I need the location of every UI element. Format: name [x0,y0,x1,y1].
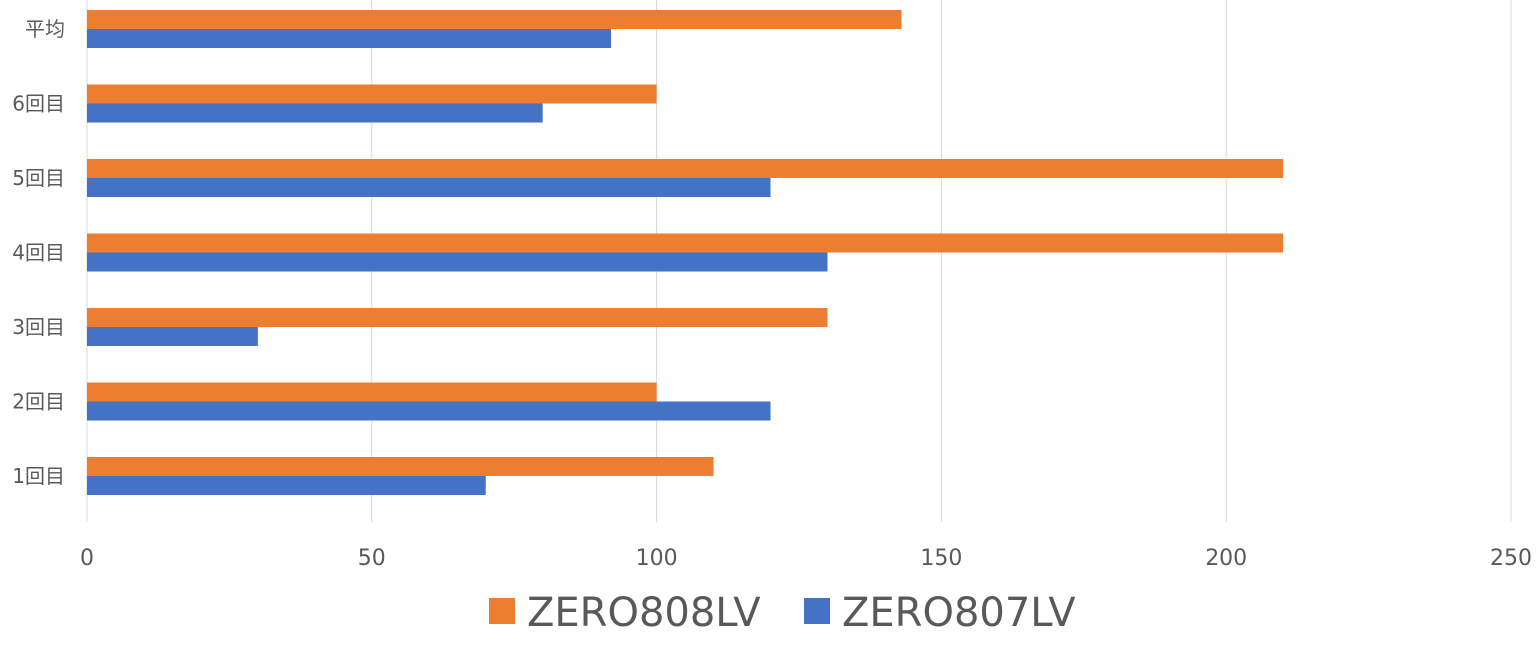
x-tick-label: 0 [80,546,94,571]
x-tick-label: 100 [636,546,678,571]
bar-ZERO808LV-1回目 [87,457,714,476]
bar-ZERO808LV-2回目 [87,382,657,402]
bar-ZERO808LV-3回目 [87,308,828,327]
x-tick-label: 200 [1205,546,1247,571]
x-tick-label: 250 [1490,546,1532,571]
bar-ZERO807LV-3回目 [87,327,258,346]
category-label: 4回目 [12,241,65,265]
bar-ZERO808LV-平均 [87,10,902,29]
category-label: 3回目 [12,315,65,339]
legend-swatch-ZERO808LV [489,598,515,624]
category-label: 5回目 [12,166,65,190]
bar-ZERO807LV-5回目 [87,178,771,197]
bar-ZERO807LV-1回目 [87,476,486,495]
legend-label: ZERO808LV [527,590,761,636]
x-tick-label: 50 [358,546,386,571]
category-label: 2回目 [12,390,65,414]
legend-label: ZERO807LV [842,590,1076,636]
bar-ZERO807LV-6回目 [87,103,543,123]
y-axis-categories: 1回目 2回目 3回目 4回目 5回目 6回目 平均 [12,17,65,488]
bar-ZERO807LV-4回目 [87,252,828,272]
legend-swatch-ZERO807LV [804,598,830,624]
category-label: 6回目 [12,92,65,116]
category-label: 1回目 [12,464,65,488]
bars [87,10,1284,495]
bar-ZERO808LV-5回目 [87,159,1284,178]
bar-ZERO808LV-4回目 [87,233,1284,253]
legend: ZERO808LV ZERO807LV [489,590,1076,636]
bar-ZERO807LV-平均 [87,29,612,48]
bar-ZERO808LV-6回目 [87,84,657,104]
x-tick-label: 150 [920,546,962,571]
x-axis-ticks: 0 50 100 150 200 250 [80,546,1532,571]
bar-ZERO807LV-2回目 [87,401,771,421]
category-label: 平均 [25,17,65,41]
